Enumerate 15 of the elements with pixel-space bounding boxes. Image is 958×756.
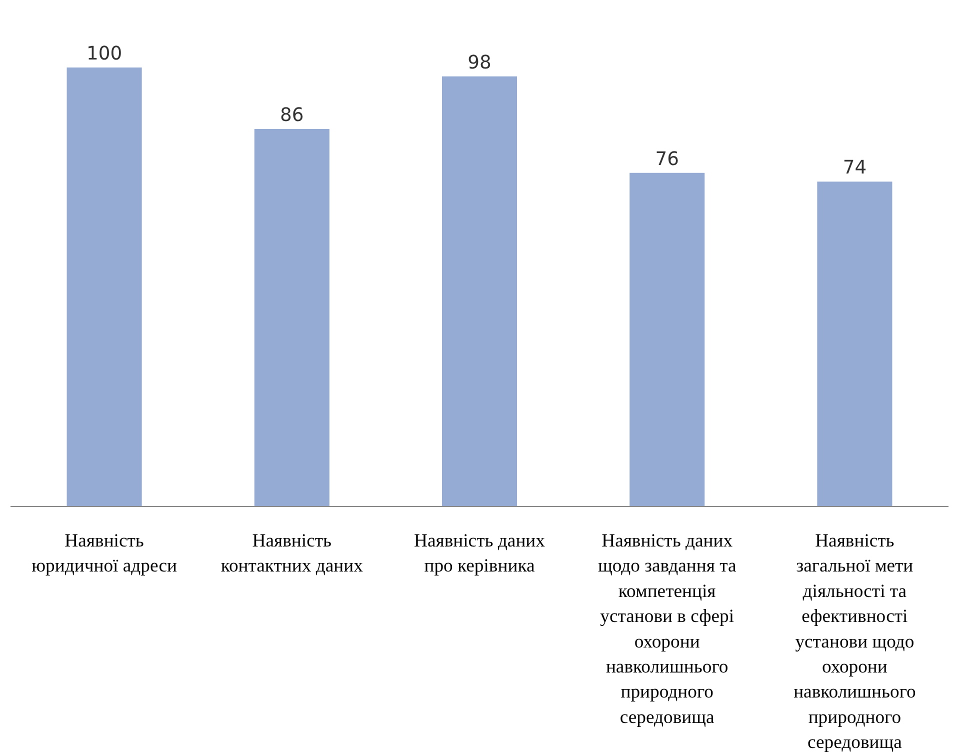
data-label: 74 [842, 158, 867, 179]
x-tick-label: Наявність даних про керівника [414, 530, 546, 577]
bar [254, 129, 330, 506]
bar [630, 172, 705, 506]
category-label: Наявність загальної мети діяльності та ефективності установи щодо охорони навколишнього природного середовища [794, 530, 916, 754]
data-label: 76 [655, 148, 679, 170]
data-label: 100 [86, 44, 122, 65]
bar [66, 68, 142, 506]
x-tick-label: Наявність даних щодо завдання та компетенція установи в сфері охорони навколишнього природного середовища [598, 530, 737, 728]
bar [817, 182, 892, 506]
x-tick-label: Наявність контактних даних [220, 530, 364, 577]
data-label: 98 [468, 52, 492, 74]
bar [442, 76, 518, 506]
x-tick-label: Наявність юридичної адреси [32, 530, 178, 577]
data-label: 86 [280, 105, 304, 126]
